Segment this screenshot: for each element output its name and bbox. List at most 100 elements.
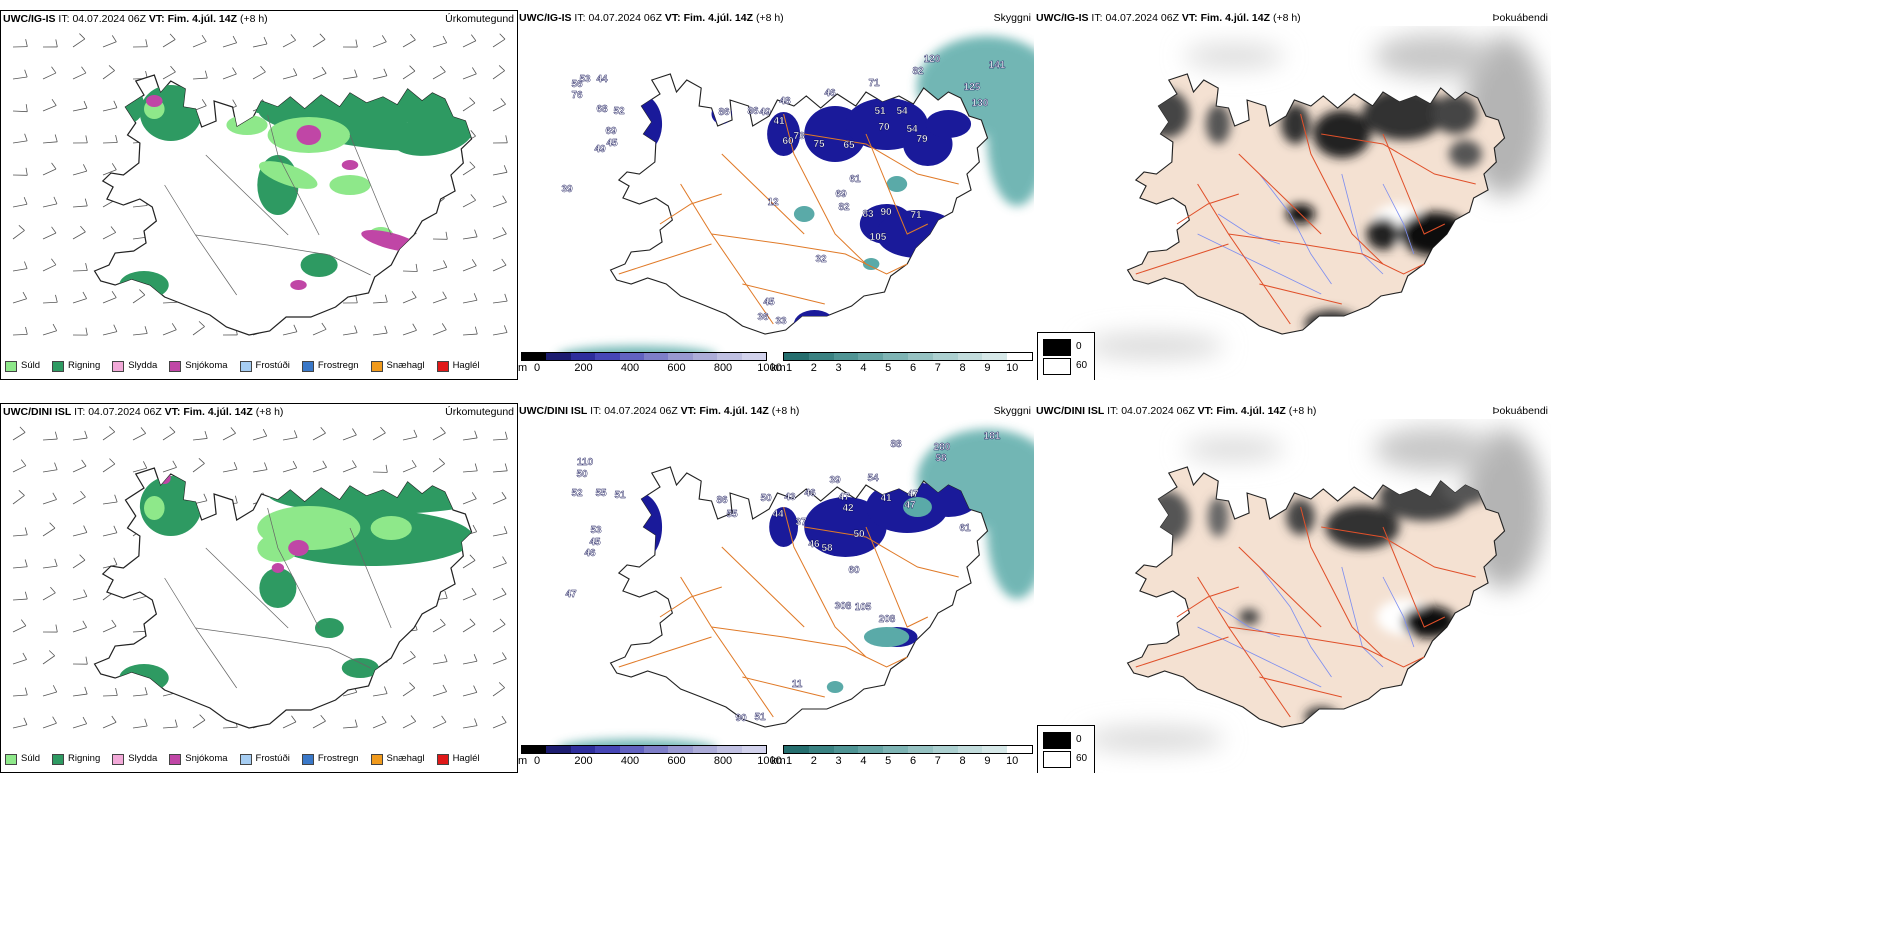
legend-label: Súld bbox=[21, 360, 41, 371]
valid-time-label: VT: bbox=[148, 13, 165, 25]
lead-time: (+8 h) bbox=[255, 406, 284, 418]
legend-item: Frostúði bbox=[239, 359, 290, 373]
colorbar-cell bbox=[741, 746, 767, 753]
colorbar-cell bbox=[808, 353, 834, 360]
legend-swatch bbox=[112, 753, 125, 765]
colorbar-cell bbox=[907, 746, 933, 753]
panel-header: UWC/IG-IS IT: 04.07.2024 06Z VT: Fim. 4.… bbox=[1034, 10, 1551, 26]
legend-label: Slydda bbox=[128, 753, 158, 764]
colorbar-tick: 10 bbox=[1006, 362, 1019, 374]
valid-time: Fim. 4.júl. 14Z bbox=[683, 12, 754, 24]
cloud-base-value: 47 bbox=[907, 489, 919, 500]
valid-time: Fim. 4.júl. 14Z bbox=[167, 13, 238, 25]
cloud-base-value: 79 bbox=[916, 134, 928, 145]
init-time-label: IT: bbox=[1107, 405, 1119, 417]
cloud-base-value: 56 bbox=[571, 79, 583, 90]
panel-header: UWC/DINI ISL IT: 04.07.2024 06Z VT: Fim.… bbox=[1, 404, 517, 420]
fog-field bbox=[1144, 88, 1482, 334]
cloud-base-value: 49 bbox=[759, 107, 771, 118]
fog-legend-value: 0 bbox=[1076, 341, 1082, 352]
cloud-base-value: 54 bbox=[867, 473, 879, 484]
cloud-base-value: 120 bbox=[924, 54, 941, 65]
legend-swatch bbox=[370, 753, 383, 765]
cloud-base-value: 73 bbox=[793, 131, 805, 142]
init-time: 04.07.2024 06Z bbox=[88, 406, 162, 418]
legend-item: Rigning bbox=[52, 359, 100, 373]
legend-swatch bbox=[5, 753, 17, 765]
cloud-base-value: 58 bbox=[935, 453, 947, 464]
colorbar-tick: 0 bbox=[533, 755, 541, 767]
cloud-base-value: 105 bbox=[870, 232, 887, 243]
colorbar-cell bbox=[522, 746, 547, 753]
legend-label: Snæhagl bbox=[386, 360, 425, 371]
colorbar-cell bbox=[808, 746, 834, 753]
panel-header: UWC/DINI ISL IT: 04.07.2024 06Z VT: Fim.… bbox=[517, 403, 1034, 419]
colorbar-cell bbox=[982, 746, 1008, 753]
legend-label: Snæhagl bbox=[386, 753, 425, 764]
cloud-base-value: 51 bbox=[874, 106, 886, 117]
legend-item: Snjókoma bbox=[169, 752, 228, 766]
legend-label: Snjókoma bbox=[185, 360, 228, 371]
init-time: 04.07.2024 06Z bbox=[72, 13, 146, 25]
colorbar-cell bbox=[619, 353, 645, 360]
cloud-base-value: 47 bbox=[904, 500, 916, 511]
cloud-base-value: 50 bbox=[853, 529, 865, 540]
lead-time: (+8 h) bbox=[239, 13, 268, 25]
colorbar-cell bbox=[717, 353, 742, 360]
colorbar-tick: 2 bbox=[810, 362, 817, 374]
lead-time: (+8 h) bbox=[755, 12, 784, 24]
fog-legend: 0 60 bbox=[1037, 332, 1095, 380]
cloud-base-value: 60 bbox=[848, 565, 860, 576]
colorbar-cell bbox=[692, 353, 718, 360]
cloud-base-value: 36 bbox=[757, 312, 769, 323]
colorbar-tick: 200 bbox=[574, 362, 593, 374]
legend-swatch bbox=[436, 753, 449, 765]
legend-swatch bbox=[301, 360, 314, 372]
legend-item: Haglél bbox=[436, 752, 480, 766]
cloud-base-value: 46 bbox=[584, 548, 596, 559]
colorbar-tick: 4 bbox=[860, 362, 867, 374]
colorbar-tick: 0 bbox=[533, 362, 541, 374]
legend-item: Súld bbox=[5, 359, 40, 373]
visibility-colorbar bbox=[783, 745, 1033, 754]
legend-label: Haglél bbox=[452, 753, 480, 764]
cloud-base-value: 49 bbox=[594, 144, 606, 155]
colorbar-cell bbox=[619, 746, 645, 753]
cloud-base-value: 42 bbox=[842, 503, 854, 514]
legend-label: Frostregn bbox=[317, 753, 359, 764]
colorbar-tick: 400 bbox=[620, 755, 640, 767]
valid-time: Fim. 4.júl. 14Z bbox=[1216, 405, 1286, 417]
cloud-base-value: 71 bbox=[910, 210, 922, 221]
init-time: 04.07.2024 06Z bbox=[588, 12, 662, 24]
legend-swatch bbox=[370, 360, 383, 372]
fog-legend-value: 60 bbox=[1076, 360, 1088, 371]
cloud-base-value: 50 bbox=[576, 469, 588, 480]
legend-label: Súld bbox=[21, 753, 41, 764]
cloud-base-value: 75 bbox=[813, 139, 825, 150]
cloud-base-value: 58 bbox=[821, 543, 833, 554]
legend-item: Slydda bbox=[112, 359, 157, 373]
cloud-base-value: 48 bbox=[779, 96, 791, 107]
legend-item: Snæhagl bbox=[370, 359, 425, 373]
init-time-label: IT: bbox=[574, 12, 586, 24]
colorbar-cell bbox=[883, 746, 908, 753]
visibility-unit: km bbox=[771, 362, 786, 374]
cloud-base-value: 83 bbox=[862, 209, 874, 220]
panel-title: Þokuábendi bbox=[1492, 405, 1548, 417]
colorbar-cell bbox=[907, 353, 933, 360]
cloud-base-value: 53 bbox=[579, 74, 591, 85]
lead-time: (+8 h) bbox=[1288, 405, 1317, 417]
fog-indicator-panel: UWC/DINI ISL IT: 04.07.2024 06Z VT: Fim.… bbox=[1034, 403, 1551, 773]
cloud-base-value: 61 bbox=[959, 523, 971, 534]
legend-item: Snæhagl bbox=[370, 752, 425, 766]
cloud-base-value: 69 bbox=[605, 126, 617, 137]
cloud-base-value: 86 bbox=[716, 495, 728, 506]
panel-header: UWC/IG-IS IT: 04.07.2024 06Z VT: Fim. 4.… bbox=[1, 11, 517, 27]
colorbar-tick: 2 bbox=[810, 755, 817, 767]
model-name: UWC/IG-IS bbox=[3, 13, 56, 25]
precip-type-map bbox=[12, 426, 508, 729]
valid-time: Fim. 4.júl. 14Z bbox=[699, 405, 769, 417]
cloud-base-value: 54 bbox=[896, 106, 908, 117]
colorbar-cell bbox=[546, 353, 571, 360]
colorbar-cell bbox=[858, 353, 884, 360]
